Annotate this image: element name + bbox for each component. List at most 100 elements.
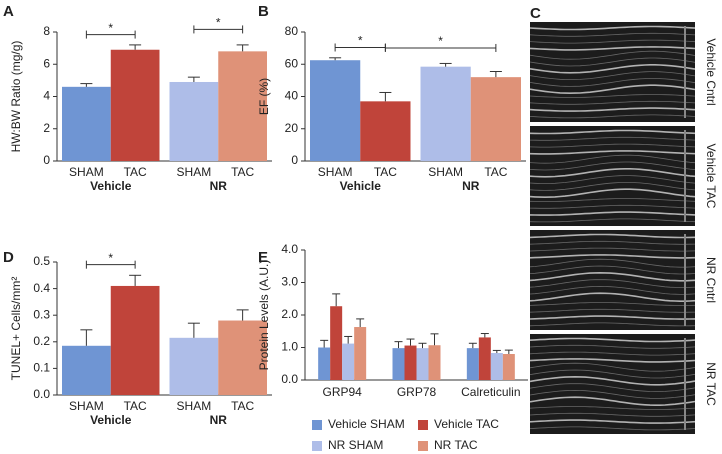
x-tick-label: TAC [231, 399, 254, 413]
y-tick-label: 4.0 [281, 242, 298, 256]
echo-texture [529, 358, 696, 363]
group-label: NR [462, 179, 480, 193]
bar [310, 60, 361, 161]
echo-texture [529, 233, 696, 239]
y-tick-label: 2.0 [281, 307, 298, 321]
y-tick-label: 1.0 [281, 340, 298, 354]
bar [218, 51, 267, 161]
y-axis-label: Protein Levels (A.U.) [257, 260, 271, 371]
echo-texture [529, 114, 696, 119]
echo-scale [684, 338, 686, 430]
echo-texture [529, 211, 696, 216]
echo-texture [529, 218, 696, 223]
echo-texture [529, 57, 696, 67]
echo-texture [529, 258, 696, 268]
echo-texture [529, 78, 696, 87]
bar [62, 345, 111, 395]
echo-texture [529, 64, 696, 74]
bar [330, 306, 343, 380]
echo-texture [529, 129, 696, 135]
echo-texture [529, 383, 696, 393]
echo-texture [529, 308, 696, 313]
echo-texture [529, 375, 696, 386]
legend-swatch [418, 441, 428, 451]
y-tick-label: 6 [43, 56, 50, 70]
y-tick-label: 0 [43, 153, 50, 167]
y-tick-label: 20 [285, 121, 299, 135]
echo-scale [684, 26, 686, 118]
significance-label: * [108, 251, 113, 265]
echo-texture [529, 161, 696, 171]
legend-swatch [312, 420, 322, 430]
echo-texture [529, 50, 696, 60]
echo-texture [529, 412, 696, 417]
echo-texture [529, 302, 696, 306]
echo-texture [529, 426, 696, 431]
echo-texture [529, 150, 696, 155]
echo-texture [529, 406, 696, 410]
y-tick-label: 2 [43, 121, 50, 135]
bar [392, 348, 405, 380]
legend-label: NR TAC [434, 438, 478, 452]
y-tick-label: 4 [43, 89, 50, 103]
x-tick-label: GRP78 [397, 385, 437, 399]
group-label: Vehicle [90, 413, 132, 427]
y-axis-label: HW:BW Ratio (mg/g) [9, 41, 23, 153]
echo-texture [529, 285, 696, 295]
bar [354, 327, 367, 380]
echo-texture [529, 168, 696, 178]
echo-label: NR TAC [704, 362, 718, 406]
echo-texture [529, 198, 696, 202]
echo-texture [529, 254, 696, 259]
echo-texture [529, 369, 696, 379]
echo-texture [529, 271, 696, 282]
y-tick-label: 0.5 [33, 254, 50, 268]
y-tick-label: 0.0 [33, 387, 50, 401]
x-tick-label: TAC [484, 165, 507, 179]
echo-texture [529, 107, 696, 112]
echo-texture [529, 315, 696, 320]
legend-label: Vehicle SHAM [328, 417, 405, 431]
echo-label: Vehicle Cntrl [704, 38, 718, 105]
echo-texture [529, 396, 696, 407]
x-tick-label: SHAM [69, 165, 104, 179]
legend-swatch [418, 420, 428, 430]
echo-texture [529, 100, 696, 105]
bar [169, 81, 219, 161]
significance-label: * [438, 34, 443, 48]
echo-texture [529, 154, 696, 164]
y-tick-label: 0.2 [33, 334, 50, 348]
y-axis-label: EF (%) [257, 78, 271, 115]
y-tick-label: 80 [285, 24, 299, 38]
legend-label: NR SHAM [328, 438, 383, 452]
panel-letter: D [3, 249, 14, 266]
echo-label: Vehicle TAC [704, 144, 718, 209]
y-tick-label: 0 [291, 153, 298, 167]
panel-letter: E [258, 249, 268, 266]
y-tick-label: 60 [285, 56, 299, 70]
echo-texture [529, 175, 696, 185]
echo-texture [529, 32, 696, 37]
echo-texture [529, 188, 696, 199]
echo-texture [529, 247, 696, 252]
x-tick-label: SHAM [318, 165, 353, 179]
bar [110, 285, 160, 395]
bar [404, 345, 417, 380]
bar [478, 337, 491, 380]
legend-swatch [312, 441, 322, 451]
echo-texture [529, 419, 696, 424]
echo-texture [529, 46, 696, 51]
bar [218, 320, 267, 395]
echo-texture [529, 240, 696, 245]
bar [360, 101, 411, 161]
bar [416, 348, 429, 380]
panel-letter: C [530, 5, 541, 22]
echo-scale [684, 130, 686, 222]
echo-panel: Vehicle Cntrl Vehicle TAC NR Cntrl NR TAC [529, 22, 718, 434]
y-tick-label: 0.1 [33, 361, 50, 375]
echo-texture [529, 143, 696, 148]
echo-texture [529, 322, 696, 327]
echo-texture [529, 84, 696, 95]
x-tick-label: SHAM [177, 165, 212, 179]
echo-texture [529, 337, 696, 343]
